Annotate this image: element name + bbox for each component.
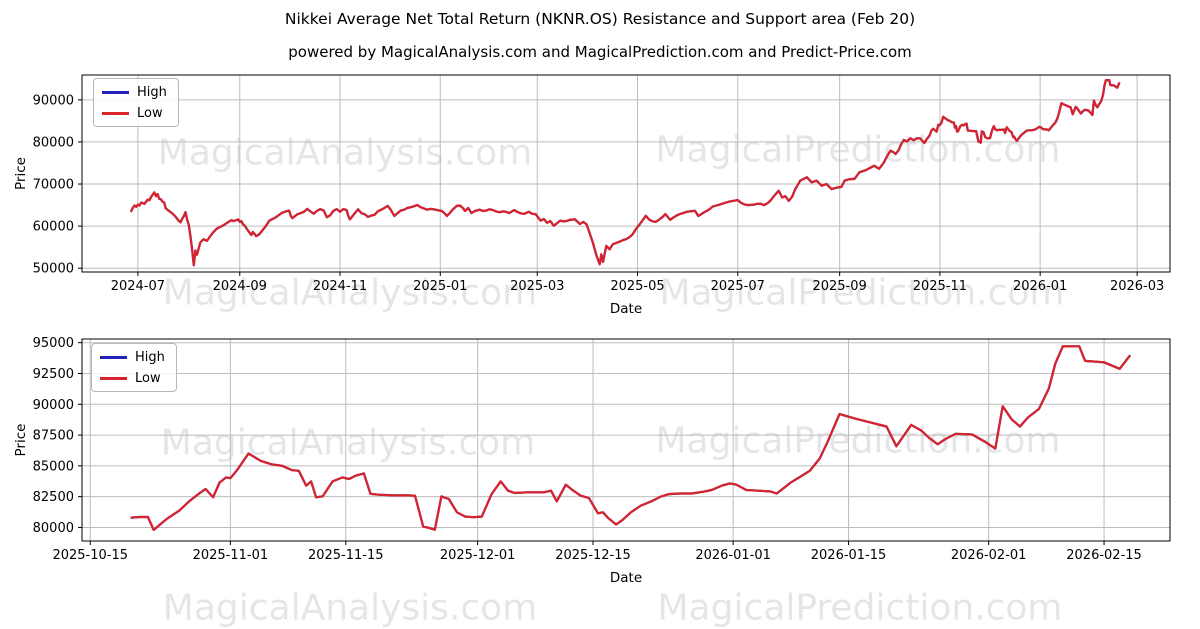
x-tick-label: 2026-01-01 <box>695 548 771 563</box>
x-tick-label: 2025-07 <box>711 279 765 294</box>
high-line-swatch <box>100 356 127 359</box>
legend-label-low: Low <box>137 106 163 121</box>
page-title: Nikkei Average Net Total Return (NKNR.OS… <box>284 10 916 28</box>
x-tick-label: 2026-02-01 <box>951 548 1027 563</box>
x-tick-label: 2025-12-15 <box>555 548 631 563</box>
data-line-high <box>130 78 1121 267</box>
x-axis-label: Date <box>610 570 642 586</box>
plot-border <box>81 338 1171 542</box>
y-tick-label: 80000 <box>33 135 74 150</box>
x-axis-label: Date <box>610 301 642 317</box>
x-tick-label: 2024-07 <box>111 279 165 294</box>
legend-item-low: Low <box>100 371 168 386</box>
plot-border <box>81 74 1171 273</box>
x-tick-label: 2026-03 <box>1110 279 1164 294</box>
legend-bottom-chart: High Low <box>91 343 177 392</box>
watermark-analysis-top: MagicalAnalysis.com <box>157 132 533 174</box>
x-tick-label: 2026-01 <box>1013 279 1067 294</box>
legend-top-chart: High Low <box>93 78 179 127</box>
x-tick-label: 2025-11-01 <box>193 548 269 563</box>
y-tick-label: 90000 <box>33 398 74 413</box>
x-tick-label: 2025-03 <box>510 279 564 294</box>
legend-label-high: High <box>135 350 165 365</box>
legend-label-high: High <box>137 85 167 100</box>
x-tick-label: 2026-02-15 <box>1066 548 1142 563</box>
watermark-prediction-middle: MagicalPrediction.com <box>659 272 1065 314</box>
y-tick-label: 60000 <box>33 220 74 235</box>
x-tick-label: 2025-11-15 <box>308 548 384 563</box>
y-axis-label: Price <box>13 424 29 457</box>
x-tick-label: 2025-05 <box>610 279 664 294</box>
low-line-swatch <box>100 377 127 380</box>
y-tick-label: 87500 <box>33 429 74 444</box>
legend-label-low: Low <box>135 371 161 386</box>
x-tick-label: 2025-01 <box>413 279 467 294</box>
y-tick-label: 92500 <box>33 367 74 382</box>
legend-item-high: High <box>102 85 170 100</box>
y-tick-label: 70000 <box>33 178 74 193</box>
y-tick-label: 95000 <box>33 336 74 351</box>
data-line-low <box>130 78 1121 267</box>
y-tick-label: 82500 <box>33 490 74 505</box>
low-line-swatch <box>102 112 129 115</box>
charts-canvas: 2024-07 2024-09 2024-11 2025-01 2025-03 2025-… <box>13 74 1171 586</box>
watermark-prediction-top: MagicalPrediction.com <box>655 129 1061 171</box>
x-tick-label: 2024-11 <box>313 279 367 294</box>
y-tick-label: 85000 <box>33 459 74 474</box>
x-tick-label: 2025-11 <box>913 279 967 294</box>
y-tick-label: 50000 <box>33 262 74 277</box>
high-line-swatch <box>102 91 129 94</box>
x-tick-label: 2025-12-01 <box>440 548 516 563</box>
watermark-prediction-bottom: MagicalPrediction.com <box>655 420 1061 462</box>
x-tick-label: 2025-10-15 <box>52 548 128 563</box>
x-tick-label: 2024-09 <box>213 279 267 294</box>
legend-item-low: Low <box>102 106 170 121</box>
data-line-low <box>130 345 1131 532</box>
watermark-analysis-bottom: MagicalAnalysis.com <box>160 422 536 464</box>
y-axis-label: Price <box>13 157 29 190</box>
y-tick-label: 80000 <box>33 521 74 536</box>
y-tick-label: 90000 <box>33 93 74 108</box>
page-subtitle: powered by MagicalAnalysis.com and Magic… <box>288 43 912 61</box>
watermark-analysis-middle: MagicalAnalysis.com <box>162 272 538 314</box>
legend-item-high: High <box>100 350 168 365</box>
x-tick-label: 2025-09 <box>812 279 866 294</box>
x-tick-label: 2026-01-15 <box>811 548 887 563</box>
